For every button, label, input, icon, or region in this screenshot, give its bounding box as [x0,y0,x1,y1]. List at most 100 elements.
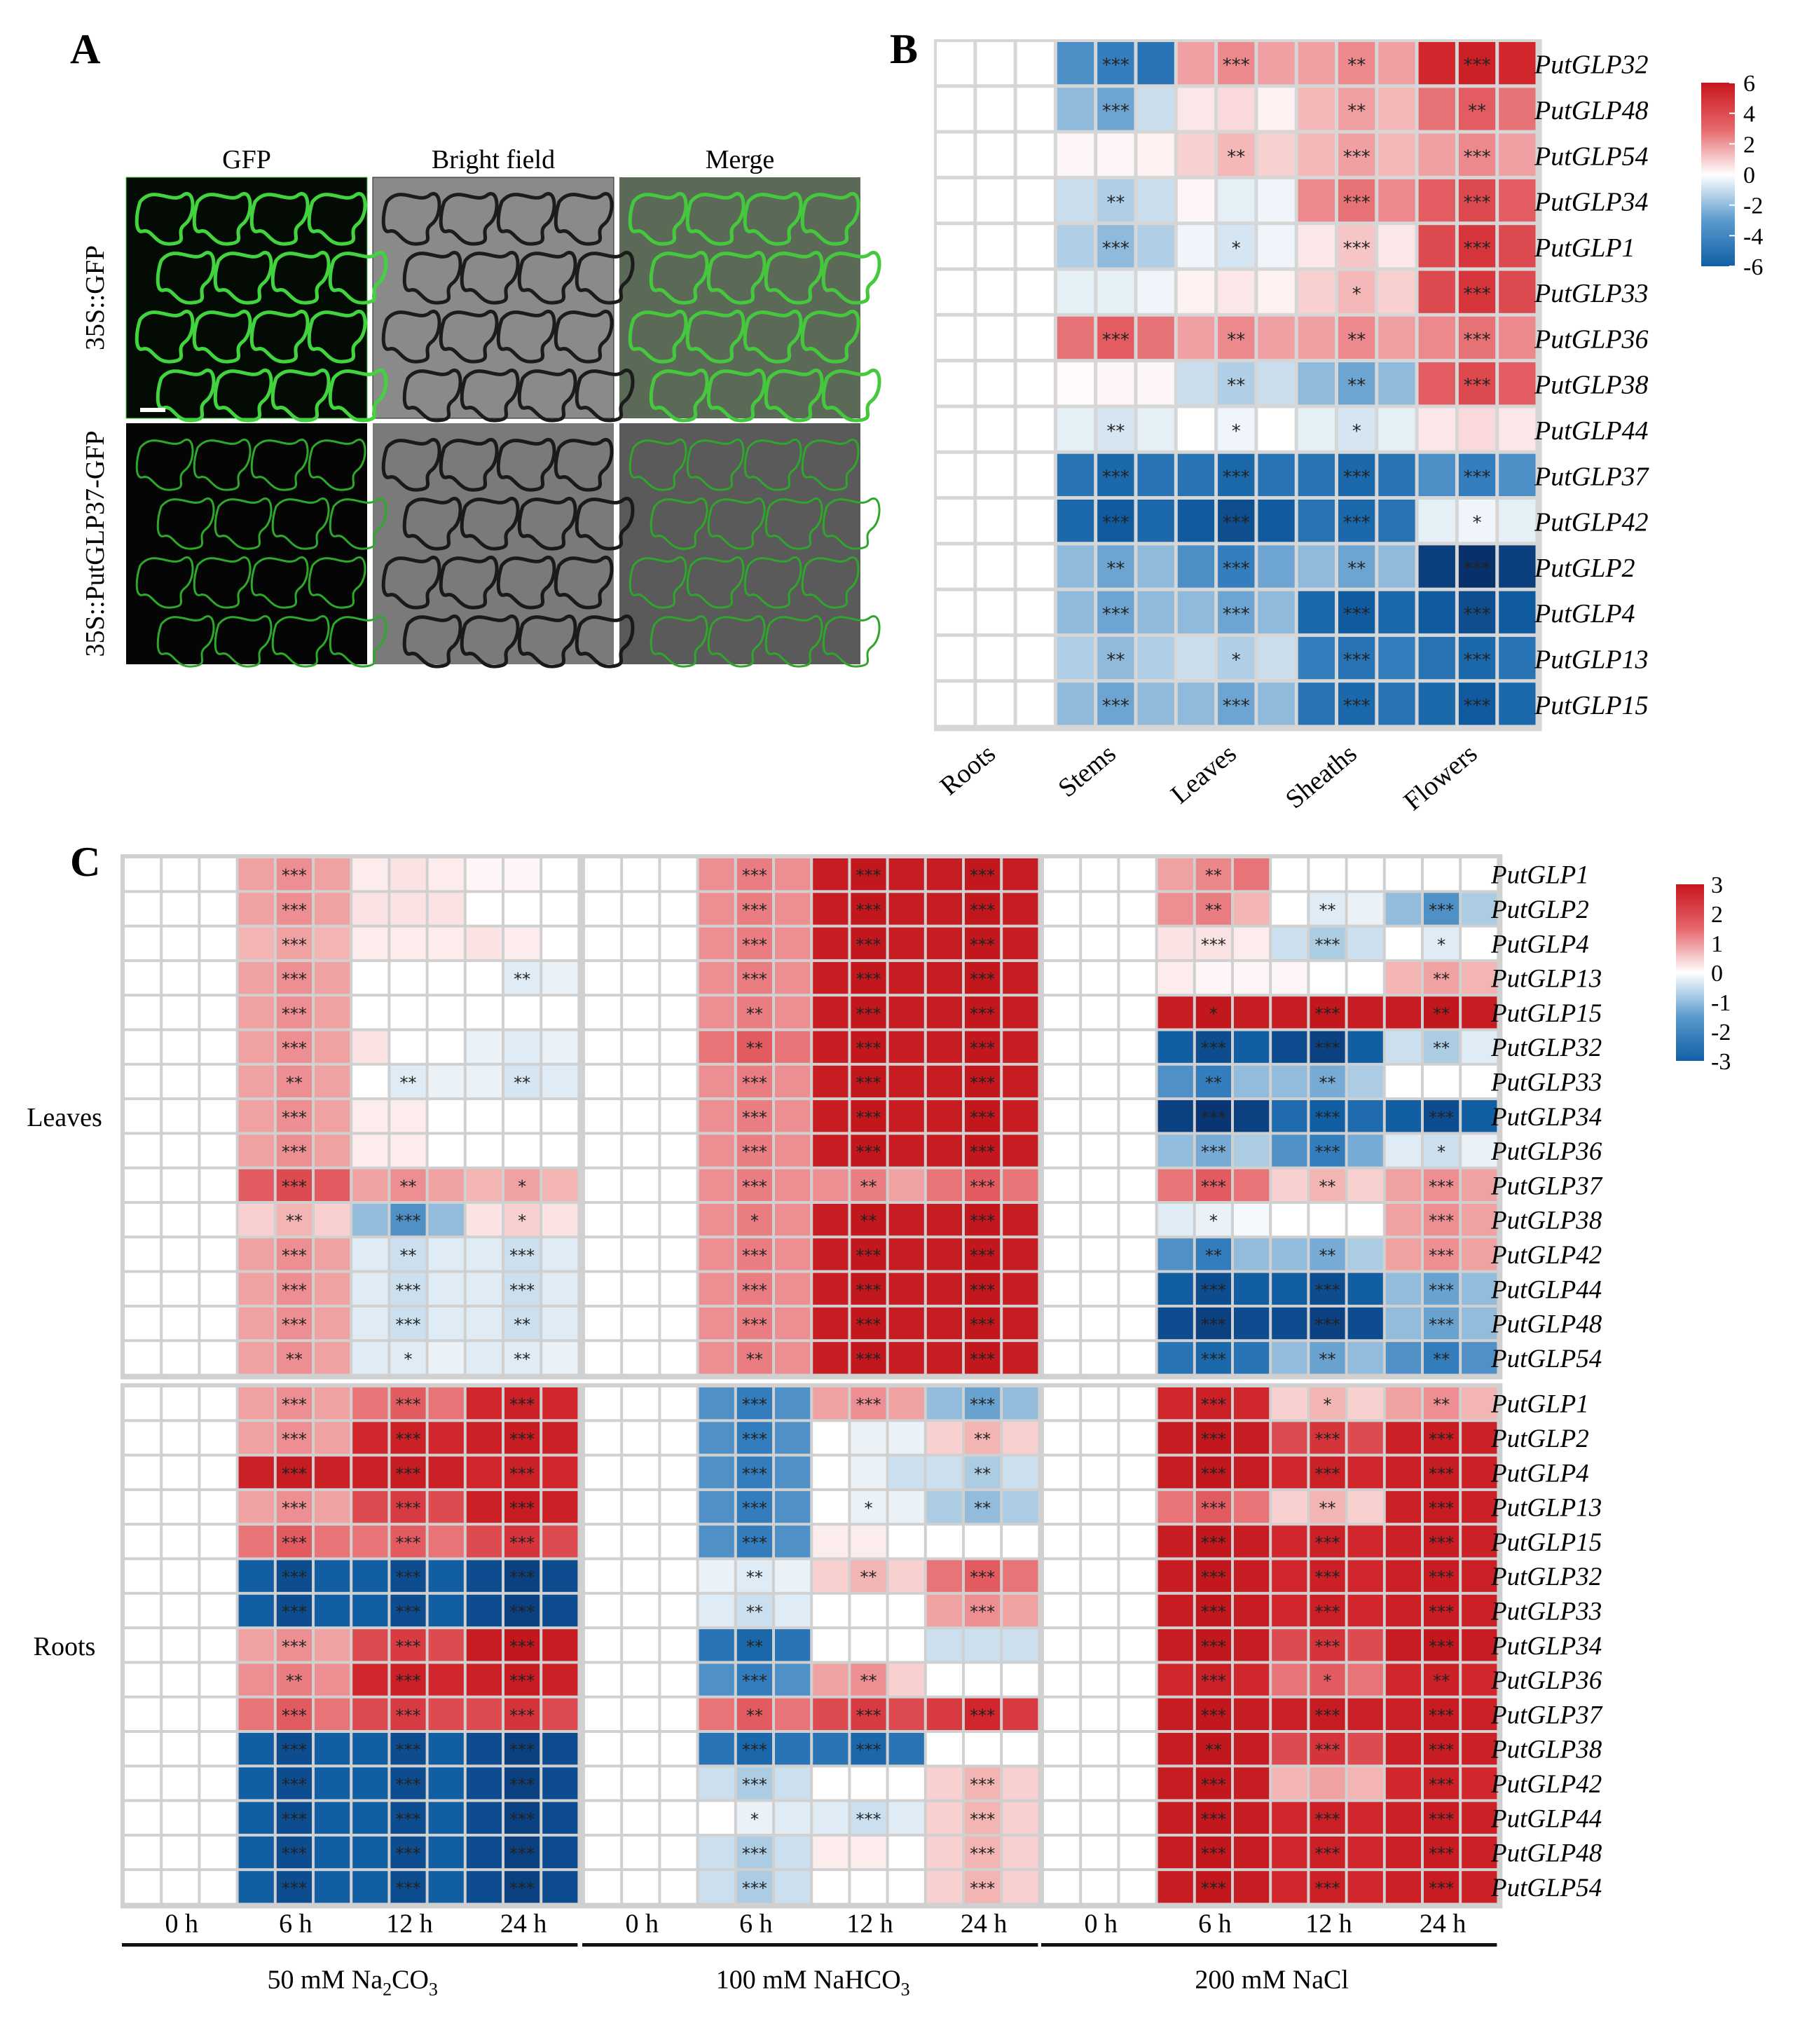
heatmap-c-cell [699,1594,734,1627]
cell-outline [822,615,881,668]
cell-outline [554,309,614,364]
significance-mark: *** [970,900,995,920]
heatmap-c-cell [1234,1560,1270,1592]
heatmap-c-cell [1272,1031,1307,1063]
heatmap-c-cell [504,1422,540,1454]
legend-tick-b: -6 [1743,254,1763,280]
heatmap-c-cell [504,1871,540,1903]
heatmap-c-cell [1003,1490,1038,1523]
gene-label-b: PutGLP42 [1534,508,1649,537]
heatmap-c-cell [238,1836,274,1869]
heatmap-b-cell [1499,42,1536,85]
significance-mark: *** [742,1108,767,1127]
heatmap-c-cell [736,1342,772,1374]
heatmap-c-cell [315,1307,350,1340]
cell-outline [271,497,330,550]
cell-outline [156,250,216,305]
heatmap-c-cell [888,1836,924,1869]
heatmap-c-cell [390,1802,426,1834]
heatmap-b-cell [1057,545,1094,588]
significance-mark: *** [509,1775,535,1795]
heatmap-c-cell [466,1238,502,1270]
significance-mark: *** [970,935,995,954]
heatmap-b-cell [1298,225,1335,268]
significance-mark: *** [1343,146,1370,167]
heatmap-c-cell [699,1664,734,1696]
heatmap-c-cell [238,1342,274,1374]
heatmap-b-cell [1057,316,1094,359]
heatmap-b-cell [937,408,974,451]
heatmap-c-cell [428,1802,464,1834]
cell-outline [707,497,766,550]
heatmap-c-cell [888,1767,924,1799]
significance-mark: ** [514,970,530,989]
heatmap-c-cell [1234,1664,1270,1696]
heatmap-c-cell [736,1273,772,1305]
heatmap-c-cell [1082,996,1118,1029]
heatmap-c-cell [1347,1767,1383,1799]
heatmap-c-cell [1385,1031,1421,1063]
heatmap-c-cell [888,858,924,891]
heatmap-c-cell [623,1238,659,1270]
heatmap-c-cell [163,1594,198,1627]
significance-mark: *** [970,1879,995,1898]
heatmap-c-cell [1044,927,1080,959]
heatmap-c-cell [699,961,734,994]
heatmap-c-cell [775,1342,811,1374]
heatmap-c-cell [163,1031,198,1063]
gene-label-b: PutGLP38 [1534,371,1649,400]
significance-mark: *** [396,1568,421,1587]
heatmap-c-cell [276,1307,312,1340]
significance-mark: *** [1429,1280,1454,1300]
heatmap-c-cell [315,1802,350,1834]
significance-mark: ** [286,1212,303,1231]
heatmap-c-cell [1157,1594,1193,1627]
significance-mark: *** [1315,1315,1340,1335]
heatmap-c-cell [125,1273,160,1305]
heatmap-c-cell [466,1387,502,1420]
heatmap-c-cell [1424,1560,1459,1592]
heatmap-c-cell [1082,1594,1118,1627]
heatmap-c-cell [1310,1456,1345,1488]
heatmap-c-cell [504,1698,540,1730]
heatmap-c-cell [125,1100,160,1132]
heatmap-b-cell [1177,683,1215,725]
heatmap-c-cell [1385,1134,1421,1167]
heatmap-c-cell [1082,1836,1118,1869]
heatmap-c-cell [736,1594,772,1627]
heatmap-c-cell [1424,1698,1459,1730]
heatmap-c-cell [238,1767,274,1799]
heatmap-c-cell [276,1342,312,1374]
heatmap-c-cell [466,1698,502,1730]
heatmap-c-cell [1310,961,1345,994]
heatmap-c-cell [1120,1560,1155,1592]
gene-label-c: PutGLP2 [1490,896,1589,924]
heatmap-c-cell [1157,1871,1193,1903]
heatmap-b-cell [1298,408,1335,451]
significance-mark: *** [1429,1108,1454,1127]
heatmap-c-cell [585,1871,621,1903]
significance-mark: ** [1347,376,1366,397]
heatmap-b-cell [1458,500,1496,542]
cell-outline [650,615,708,668]
heatmap-b-cell [1137,408,1174,451]
heatmap-c-cell [428,1273,464,1305]
heatmap-c-cell [276,1525,312,1558]
heatmap-c-cell [504,1560,540,1592]
heatmap-b-cell [1258,179,1295,222]
significance-mark: *** [282,1142,307,1162]
heatmap-c-cell [585,1342,621,1374]
significance-mark: *** [282,1315,307,1335]
heatmap-c-cell [1157,1525,1193,1558]
heatmap-c-cell [163,1134,198,1167]
heatmap-c-cell [1234,961,1270,994]
heatmap-c-cell [585,1802,621,1834]
gene-label-c: PutGLP37 [1490,1172,1603,1200]
heatmap-c-cell [1462,927,1497,959]
heatmap-b-cell [1218,225,1255,268]
cell-outline-group [135,191,388,423]
heatmap-c-cell [1310,1836,1345,1869]
significance-mark: ** [1227,329,1245,350]
heatmap-c-cell [888,961,924,994]
significance-mark: *** [282,1004,307,1024]
